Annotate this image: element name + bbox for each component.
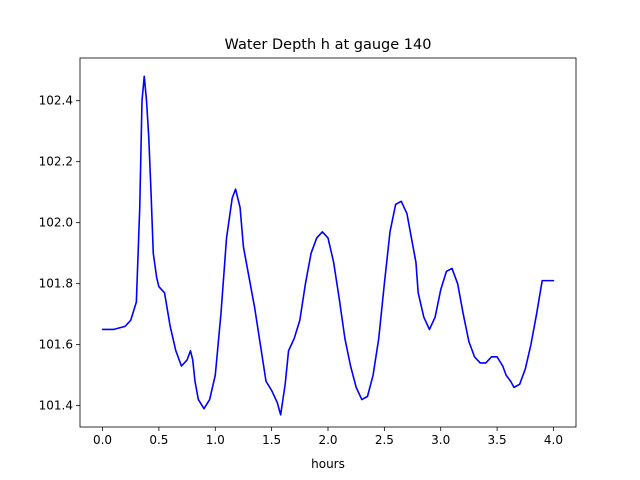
y-tick-label: 101.8: [39, 277, 73, 291]
x-tick-label: 0.5: [149, 433, 168, 447]
y-tick-label: 102.0: [39, 216, 73, 230]
x-tick-label: 0.0: [93, 433, 112, 447]
y-tick-label: 101.4: [39, 399, 73, 413]
y-tick-label: 102.4: [39, 94, 73, 108]
series-line-0: [101, 75, 555, 416]
y-tick-label: 101.6: [39, 338, 73, 352]
x-tick-label: 3.5: [488, 433, 507, 447]
y-tick-label: 102.2: [39, 155, 73, 169]
x-tick-label: 1.5: [262, 433, 281, 447]
x-axis-label: hours: [311, 457, 345, 471]
x-tick-label: 2.0: [318, 433, 337, 447]
x-tick-label: 3.0: [431, 433, 450, 447]
x-tick-label: 4.0: [544, 433, 563, 447]
x-tick-label: 1.0: [206, 433, 225, 447]
x-tick-label: 2.5: [375, 433, 394, 447]
axes-frame: [79, 57, 577, 428]
chart-title: Water Depth h at gauge 140: [225, 37, 432, 53]
plot-area: 0.0 0.5 1.0 1.5 2.0 2.5 3.0 3.5 4.0 101.4 101.6 101…: [39, 57, 577, 447]
